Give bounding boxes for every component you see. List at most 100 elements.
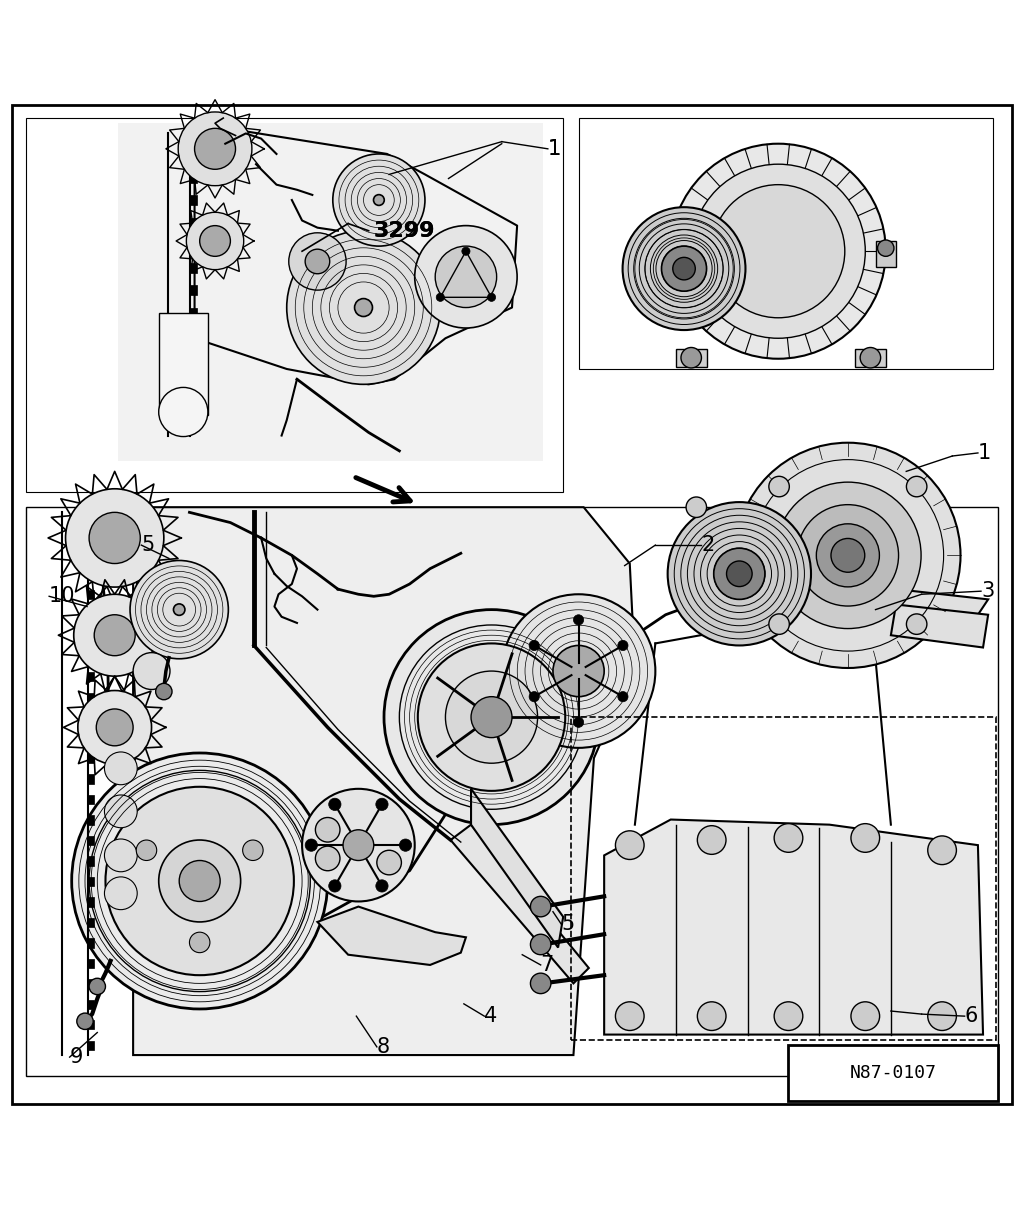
Circle shape <box>96 708 133 746</box>
Circle shape <box>906 476 927 497</box>
Bar <box>87 693 94 701</box>
Circle shape <box>89 513 140 563</box>
Circle shape <box>186 213 244 270</box>
Circle shape <box>831 538 864 572</box>
Circle shape <box>623 207 745 330</box>
Polygon shape <box>891 589 988 614</box>
Circle shape <box>78 690 152 764</box>
Bar <box>190 353 197 363</box>
Circle shape <box>94 614 135 655</box>
Circle shape <box>928 835 956 864</box>
Circle shape <box>573 614 584 625</box>
Circle shape <box>928 1002 956 1030</box>
Circle shape <box>287 231 440 384</box>
Circle shape <box>195 128 236 169</box>
Circle shape <box>697 826 726 855</box>
Circle shape <box>435 247 497 307</box>
Circle shape <box>774 1002 803 1030</box>
Bar <box>87 856 94 866</box>
Circle shape <box>418 643 565 791</box>
Circle shape <box>727 561 752 586</box>
Bar <box>190 173 197 183</box>
Circle shape <box>487 294 496 301</box>
Circle shape <box>851 823 880 852</box>
Circle shape <box>712 185 845 318</box>
Circle shape <box>673 258 695 280</box>
Circle shape <box>769 476 790 497</box>
Circle shape <box>77 1013 93 1029</box>
Bar <box>87 918 94 927</box>
Circle shape <box>156 683 172 700</box>
Circle shape <box>851 1002 880 1030</box>
Bar <box>190 421 197 430</box>
Bar <box>87 1020 94 1029</box>
Bar <box>788 1045 998 1101</box>
Circle shape <box>374 195 384 206</box>
Circle shape <box>329 798 341 810</box>
Circle shape <box>173 603 185 615</box>
Bar <box>87 590 94 600</box>
Circle shape <box>289 233 346 290</box>
Polygon shape <box>451 825 589 983</box>
Circle shape <box>315 846 340 870</box>
Circle shape <box>774 482 922 629</box>
Circle shape <box>354 299 373 317</box>
Bar <box>676 348 707 368</box>
Circle shape <box>329 880 341 892</box>
Bar <box>87 897 94 907</box>
Text: N87-0107: N87-0107 <box>850 1064 937 1082</box>
Bar <box>876 241 896 266</box>
Bar <box>190 330 197 340</box>
Circle shape <box>377 850 401 875</box>
Circle shape <box>178 112 252 186</box>
Circle shape <box>104 752 137 785</box>
Text: 2: 2 <box>701 536 715 555</box>
Circle shape <box>189 932 210 953</box>
Text: 1: 1 <box>548 139 561 158</box>
Circle shape <box>105 787 294 976</box>
Circle shape <box>529 692 540 701</box>
Text: 8: 8 <box>377 1037 390 1057</box>
Text: 4: 4 <box>484 1006 498 1026</box>
Bar <box>87 652 94 661</box>
Polygon shape <box>891 604 988 648</box>
Text: 3299: 3299 <box>374 221 435 241</box>
Circle shape <box>159 387 208 436</box>
Circle shape <box>89 978 105 995</box>
Bar <box>190 262 197 273</box>
Bar <box>190 241 197 250</box>
Circle shape <box>570 664 587 679</box>
Polygon shape <box>471 788 563 948</box>
Circle shape <box>714 548 765 600</box>
Text: 9: 9 <box>70 1047 83 1068</box>
Polygon shape <box>317 907 466 965</box>
Circle shape <box>200 226 230 256</box>
Bar <box>190 195 197 206</box>
Bar <box>87 672 94 682</box>
Text: 3: 3 <box>981 582 994 601</box>
Circle shape <box>529 641 540 650</box>
Circle shape <box>816 523 880 586</box>
Circle shape <box>376 880 388 892</box>
Bar <box>87 877 94 886</box>
Bar <box>87 713 94 722</box>
Text: 6: 6 <box>965 1006 978 1026</box>
Circle shape <box>462 247 470 255</box>
Text: 5: 5 <box>561 914 574 935</box>
Circle shape <box>471 696 512 737</box>
Bar <box>26 118 563 492</box>
Circle shape <box>74 595 156 676</box>
Polygon shape <box>604 820 983 1035</box>
Circle shape <box>617 641 628 650</box>
Circle shape <box>343 829 374 861</box>
Text: 7: 7 <box>541 955 554 974</box>
Text: 3299: 3299 <box>374 221 435 241</box>
Bar <box>87 1000 94 1010</box>
Bar <box>190 150 197 160</box>
Bar <box>87 835 94 845</box>
Circle shape <box>305 249 330 273</box>
Circle shape <box>104 796 137 828</box>
Bar <box>87 549 94 559</box>
Circle shape <box>878 239 894 256</box>
Bar <box>87 631 94 641</box>
